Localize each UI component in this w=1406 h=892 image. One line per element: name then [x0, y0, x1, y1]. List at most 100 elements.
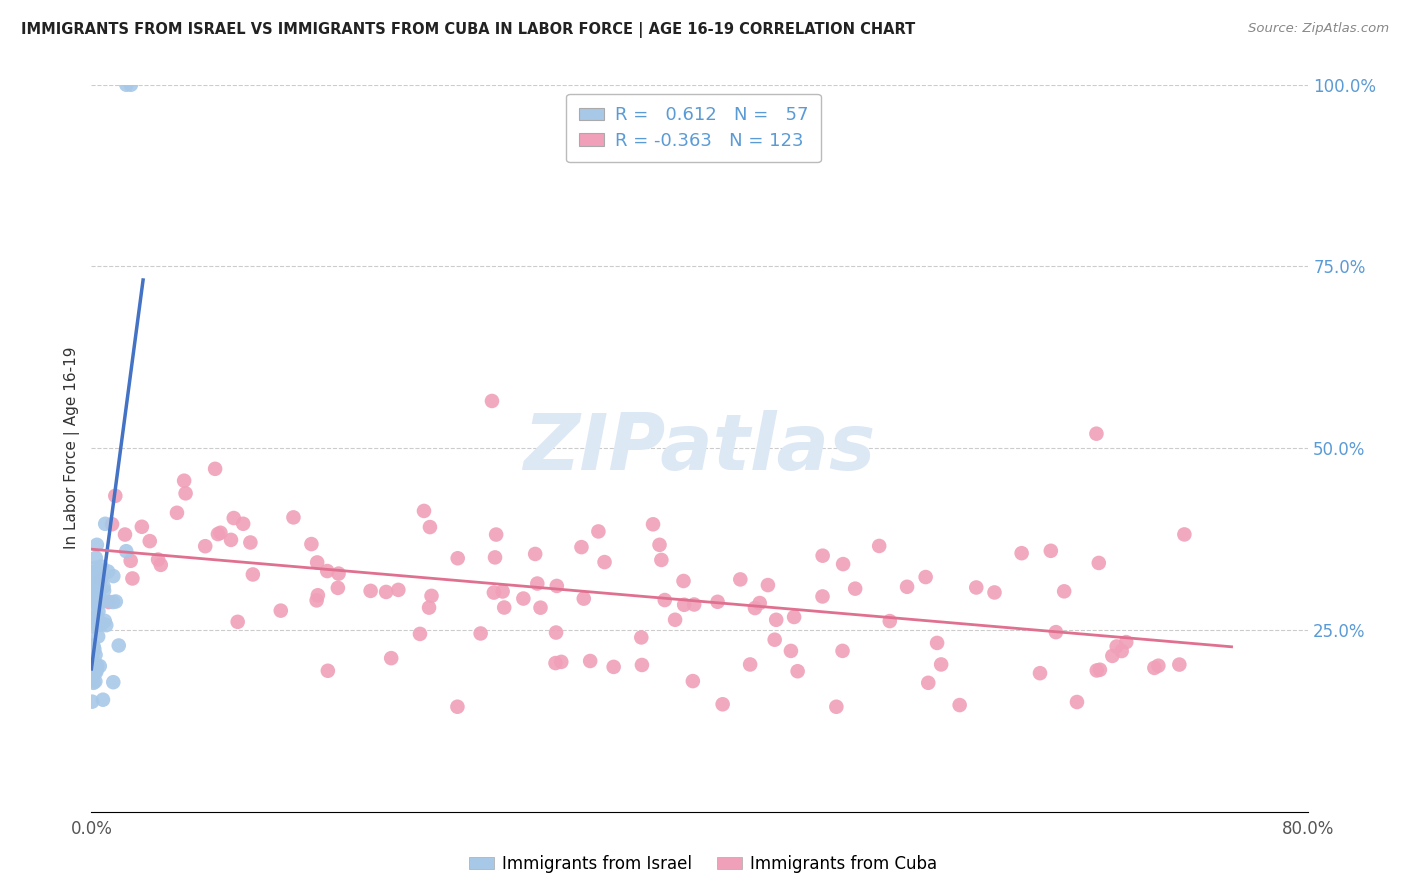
- Point: [84, 665, 107, 679]
- Point: [544, 625, 567, 640]
- Point: [387, 582, 409, 597]
- Point: [226, 615, 249, 629]
- Point: [1105, 640, 1128, 654]
- Point: [115, 78, 138, 92]
- Point: [1053, 584, 1076, 599]
- Point: [103, 569, 125, 583]
- Point: [763, 632, 786, 647]
- Point: [242, 567, 264, 582]
- Point: [682, 674, 704, 689]
- Point: [82, 648, 104, 663]
- Point: [120, 78, 142, 92]
- Point: [83, 675, 105, 690]
- Point: [832, 557, 855, 571]
- Point: [868, 539, 890, 553]
- Point: [780, 644, 803, 658]
- Point: [484, 550, 506, 565]
- Point: [328, 566, 350, 581]
- Point: [84, 648, 107, 662]
- Point: [86, 663, 108, 677]
- Point: [711, 698, 734, 712]
- Point: [544, 656, 567, 670]
- Point: [925, 636, 948, 650]
- Point: [83, 642, 105, 657]
- Point: [485, 527, 508, 541]
- Point: [89, 564, 111, 578]
- Point: [299, 537, 322, 551]
- Point: [470, 626, 492, 640]
- Point: [207, 527, 229, 541]
- Legend: R =   0.612   N =   57, R = -0.363   N = 123: R = 0.612 N = 57, R = -0.363 N = 123: [567, 94, 821, 162]
- Point: [526, 576, 548, 591]
- Point: [844, 582, 866, 596]
- Point: [1039, 543, 1062, 558]
- Point: [917, 675, 939, 690]
- Point: [93, 580, 115, 594]
- Point: [91, 692, 114, 706]
- Point: [96, 618, 118, 632]
- Point: [173, 474, 195, 488]
- Point: [82, 639, 104, 653]
- Point: [84, 614, 107, 628]
- Point: [149, 558, 172, 572]
- Point: [86, 538, 108, 552]
- Point: [825, 699, 848, 714]
- Point: [602, 660, 624, 674]
- Point: [219, 533, 242, 547]
- Point: [1147, 658, 1170, 673]
- Point: [1085, 426, 1108, 441]
- Legend: Immigrants from Israel, Immigrants from Cuba: Immigrants from Israel, Immigrants from …: [463, 848, 943, 880]
- Point: [1101, 648, 1123, 663]
- Point: [194, 539, 217, 553]
- Point: [546, 579, 568, 593]
- Point: [87, 580, 110, 594]
- Point: [232, 516, 254, 531]
- Point: [494, 600, 516, 615]
- Point: [270, 604, 292, 618]
- Point: [90, 618, 112, 632]
- Point: [84, 595, 107, 609]
- Point: [512, 591, 534, 606]
- Point: [1088, 663, 1111, 677]
- Point: [305, 593, 328, 607]
- Point: [1011, 546, 1033, 560]
- Point: [86, 608, 108, 623]
- Point: [90, 616, 112, 631]
- Point: [571, 540, 593, 554]
- Point: [209, 525, 232, 540]
- Point: [87, 584, 110, 599]
- Point: [83, 573, 105, 587]
- Y-axis label: In Labor Force | Age 16-19: In Labor Force | Age 16-19: [65, 347, 80, 549]
- Point: [579, 654, 602, 668]
- Point: [204, 462, 226, 476]
- Point: [87, 630, 110, 644]
- Point: [83, 596, 105, 610]
- Point: [1087, 556, 1109, 570]
- Point: [83, 612, 105, 626]
- Point: [588, 524, 610, 539]
- Point: [174, 486, 197, 500]
- Point: [447, 551, 470, 566]
- Point: [139, 534, 162, 549]
- Point: [1111, 644, 1133, 658]
- Point: [131, 520, 153, 534]
- Point: [114, 527, 136, 541]
- Point: [550, 655, 572, 669]
- Point: [90, 572, 112, 586]
- Point: [811, 549, 834, 563]
- Point: [481, 394, 503, 409]
- Point: [307, 588, 329, 602]
- Point: [983, 585, 1005, 599]
- Point: [380, 651, 402, 665]
- Point: [491, 584, 513, 599]
- Point: [654, 593, 676, 607]
- Point: [593, 555, 616, 569]
- Point: [97, 565, 120, 579]
- Point: [446, 699, 468, 714]
- Point: [648, 538, 671, 552]
- Point: [744, 601, 766, 615]
- Point: [673, 598, 696, 612]
- Point: [84, 560, 107, 574]
- Point: [914, 570, 936, 584]
- Point: [86, 618, 108, 632]
